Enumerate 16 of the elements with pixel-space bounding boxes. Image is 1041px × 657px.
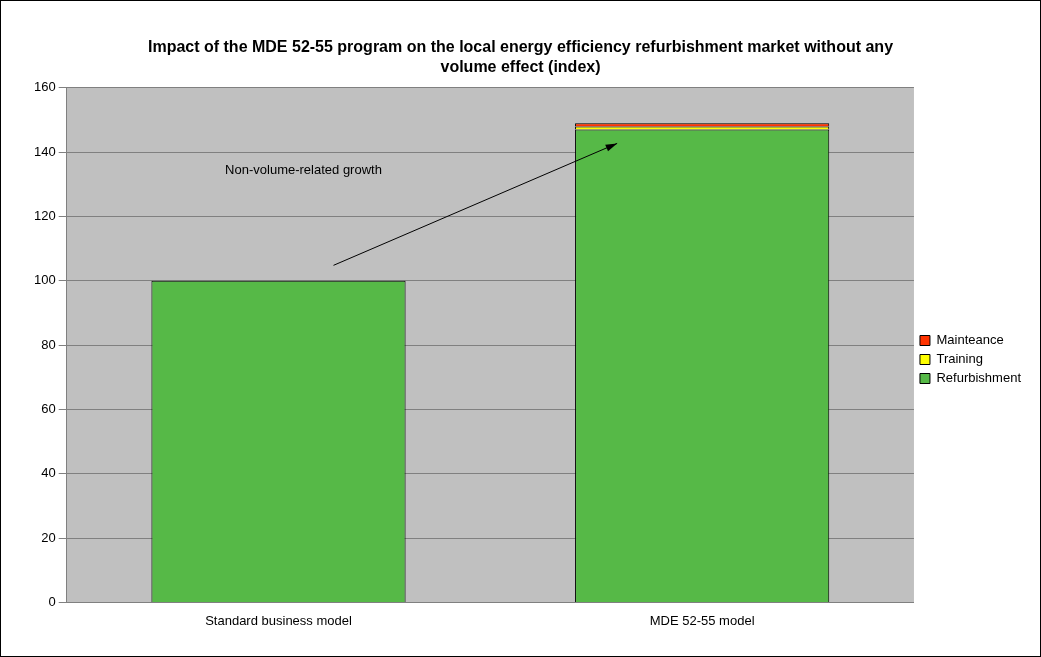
- y-tick-label: 0: [48, 593, 56, 609]
- y-tick-label: 60: [41, 401, 56, 416]
- y-tick-label: 160: [33, 79, 56, 95]
- x-tick-label: MDE 52-55 model: [649, 612, 755, 628]
- y-tick-label: 80: [41, 336, 56, 352]
- legend-label: Mainteance: [936, 332, 1004, 348]
- chart-title: Impact of the MDE 52-55 program on the local energy efficiency refurbishment market without any volume effect (index): [146, 37, 895, 77]
- y-tick-label: 140: [33, 143, 56, 159]
- y-tick-label: 120: [33, 208, 56, 224]
- annotation: Non-volume-related growth: [225, 161, 382, 177]
- legend-label: Training: [936, 351, 983, 367]
- y-tick-label: 20: [41, 529, 56, 545]
- y-tick-label: 40: [41, 465, 56, 481]
- y-tick-label: 100: [33, 272, 56, 288]
- x-tick-label: Standard business model: [205, 612, 352, 628]
- legend-label: Refurbishment: [936, 370, 1022, 386]
